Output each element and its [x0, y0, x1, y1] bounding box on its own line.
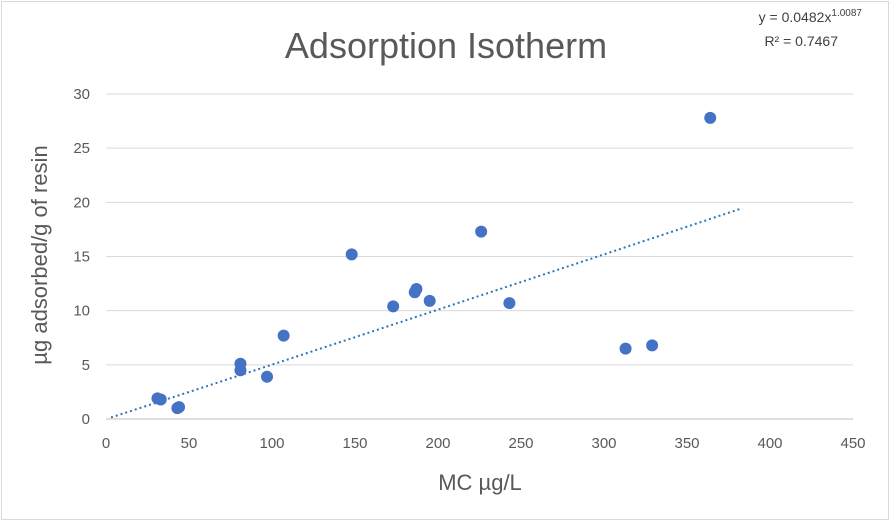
y-tick-labels: 0 5 10 15 20 25 30	[73, 86, 90, 428]
y-tick-label: 30	[73, 86, 90, 103]
data-point	[646, 339, 659, 352]
data-point	[234, 357, 247, 370]
y-tick-label: 5	[82, 357, 90, 374]
y-tick-label: 20	[73, 194, 90, 211]
gridlines	[106, 93, 853, 366]
data-point	[475, 225, 488, 238]
data-point	[387, 300, 400, 313]
trendline	[110, 207, 741, 419]
trendline-equation-exponent: 1.0087	[831, 8, 862, 19]
data-point	[173, 401, 186, 414]
x-tick-label: 450	[840, 435, 865, 452]
data-point	[619, 342, 632, 355]
data-point	[277, 329, 290, 342]
data-point	[503, 297, 516, 310]
x-tick-label: 400	[757, 435, 782, 452]
data-point	[261, 370, 274, 383]
x-tick-label: 100	[259, 435, 284, 452]
data-points	[151, 111, 717, 415]
x-tick-label: 300	[591, 435, 616, 452]
x-tick-label: 200	[425, 435, 450, 452]
y-tick-label: 10	[73, 303, 90, 320]
x-tick-label: 250	[508, 435, 533, 452]
x-tick-labels: 0 50 100 150 200 250 300 350 400 450	[102, 435, 866, 452]
y-tick-label: 15	[73, 249, 90, 266]
y-axis-label: µg adsorbed/g of resin	[27, 145, 52, 364]
trendline-r-squared: R² = 0.7467	[764, 33, 838, 49]
chart-title: Adsorption Isotherm	[285, 25, 607, 66]
trendline-equation: y = 0.0482x1.0087	[759, 8, 863, 25]
data-point	[345, 248, 358, 261]
trendline-group	[110, 207, 741, 419]
data-point	[704, 111, 717, 124]
x-tick-label: 50	[181, 435, 198, 452]
x-tick-label: 0	[102, 435, 110, 452]
data-point	[154, 393, 167, 406]
data-point	[423, 294, 436, 307]
data-point	[410, 283, 423, 295]
y-tick-label: 0	[82, 411, 90, 428]
y-tick-label: 25	[73, 140, 90, 157]
x-tick-label: 350	[674, 435, 699, 452]
x-tick-label: 150	[342, 435, 367, 452]
trendline-equation-base: y = 0.0482x	[759, 9, 832, 25]
x-axis-label: MC µg/L	[438, 470, 522, 495]
